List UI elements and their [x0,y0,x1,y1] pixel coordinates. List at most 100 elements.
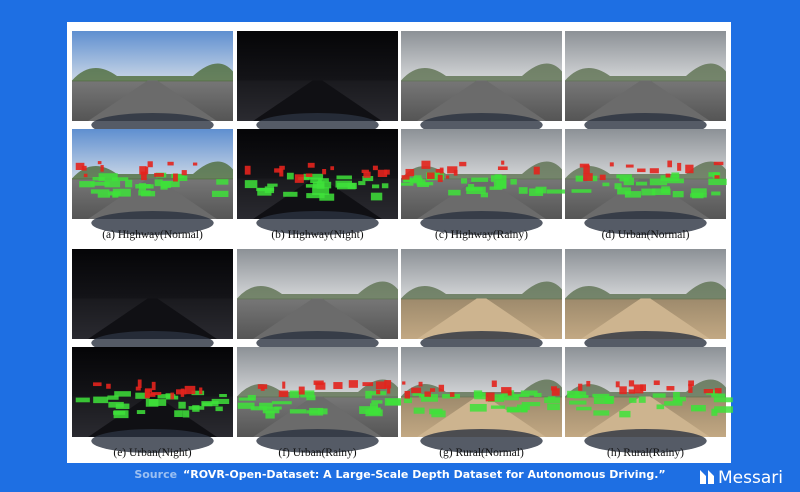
cloud-point [370,192,383,201]
point-cloud-image [72,347,233,453]
cloud-point [372,184,380,189]
cloud-point [377,169,388,178]
car-hood [420,211,543,235]
cloud-point [310,177,322,184]
caption: (a) Highway(Normal) [102,229,203,241]
cloud-point [279,165,285,170]
cloud-point [191,390,205,396]
road [581,298,710,339]
trees [565,379,726,398]
cloud-point [93,382,102,387]
cloud-point [628,397,637,403]
cloud-point [145,166,149,175]
cloud-point [691,188,707,195]
cloud-point [90,189,110,194]
cloud-point [315,382,326,390]
cloud-point [431,410,446,418]
cloud-point [448,189,461,196]
caption: (f) Urban(Rainy) [278,447,356,459]
point-cloud-image [72,129,233,235]
cloud-point [656,404,665,410]
cloud-point [628,389,635,394]
cloud-point [412,392,422,396]
point-cloud-image [401,129,566,235]
cloud-point [593,410,610,416]
camera-image [565,31,726,137]
cloud-point [507,390,512,396]
cloud-point [154,172,164,177]
caption: (b) Highway(Night) [271,229,363,241]
cloud-point [413,175,422,180]
cloud-point [125,179,133,188]
cloud-point [167,161,174,166]
cloud-point [182,410,190,418]
cloud-point [592,393,610,398]
point-cloud-image [237,347,407,453]
cloud-point [373,407,381,413]
cloud-point [322,168,327,175]
camera-image [565,249,726,355]
cloud-point [306,395,316,401]
cloud-point [160,181,168,190]
trees [237,281,398,300]
figure-grid: (a) Highway(Normal) (b) Highway(Night) (c)… [72,31,733,459]
cloud-point [303,173,324,180]
cloud-point [604,396,615,404]
cloud-point [411,387,422,394]
cloud-point [446,175,450,179]
cloud-point [664,401,683,406]
caption: (c) Highway(Rainy) [435,229,528,241]
cloud-point [244,165,251,175]
road [253,396,382,437]
cloud-point [583,165,590,174]
cloud-point [108,401,124,408]
cloud-point [244,180,258,189]
cloud-point [593,396,613,404]
cloud-point [278,390,289,397]
cloud-point [163,180,180,188]
cloud-point [544,397,561,404]
cloud-point [279,169,284,177]
cloud-point [75,397,90,403]
trees [237,379,398,398]
cloud-point [376,389,381,395]
cloud-point [510,179,517,185]
cloud-point [375,381,387,390]
cloud-point [318,178,329,183]
cloud-point [336,175,352,180]
cloud-point [289,409,307,414]
cloud-point [609,162,614,167]
car-hood [420,429,543,453]
cloud-point [688,380,695,387]
car-hood [91,429,214,453]
cloud-point [418,381,423,387]
cloud-point [90,181,110,186]
cloud-point [405,168,415,177]
cloud-point [677,162,682,171]
cloud-point [576,406,592,411]
cloud-point [135,184,151,189]
cloud-point [106,383,111,389]
trees [401,281,562,300]
brand-logo: Messari [700,468,783,488]
cloud-point [259,402,273,409]
cloud-point [176,389,187,395]
cloud-point [348,380,358,388]
source-label: Source [134,468,177,481]
trees [401,63,562,82]
cloud-point [165,393,172,398]
cloud-point [625,164,634,168]
cloud-point [140,191,156,197]
cloud-point [154,179,163,187]
cloud-point [688,383,693,393]
cloud-point [178,401,186,409]
road [88,298,217,339]
cloud-point [708,178,727,186]
cloud-point [372,165,378,171]
cloud-point [418,179,426,185]
cloud-point [488,394,505,402]
car-hood [256,211,379,235]
cloud-point [551,386,557,391]
road [253,178,382,219]
cloud-point [711,393,726,398]
